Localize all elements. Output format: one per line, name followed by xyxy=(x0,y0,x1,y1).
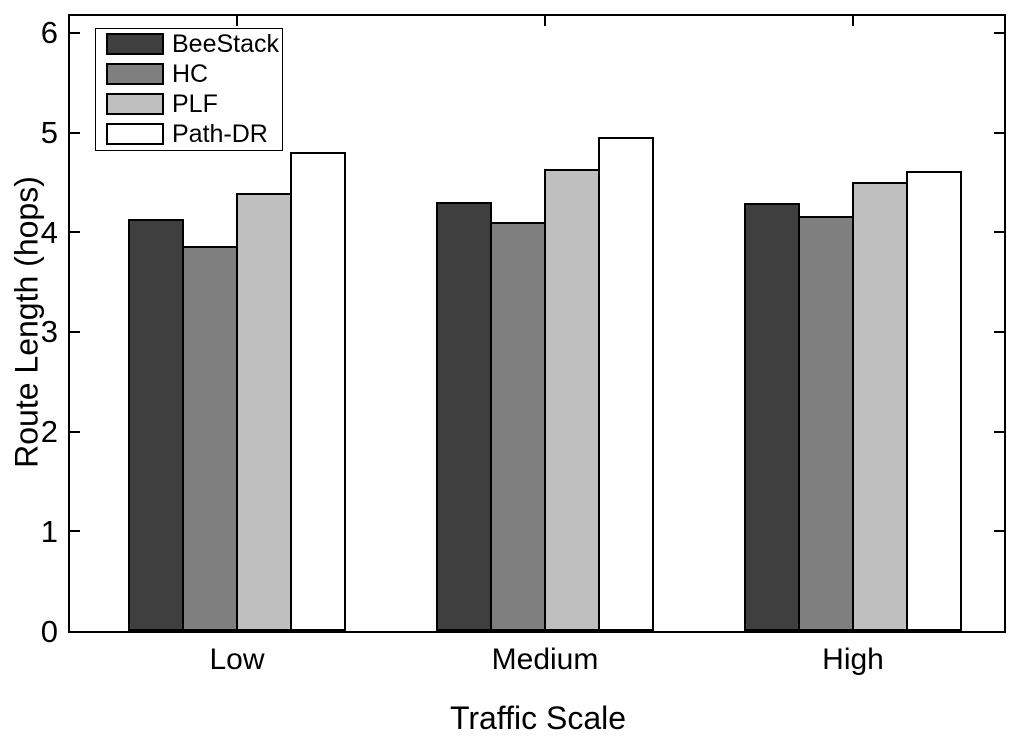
y-tick-5-left xyxy=(70,132,80,134)
legend: BeeStack HC PLF Path-DR xyxy=(95,28,283,151)
y-tick-4-left xyxy=(70,231,80,233)
legend-label-beestack: BeeStack xyxy=(172,30,280,58)
bar-plf-low xyxy=(236,193,292,631)
y-tick-1-right xyxy=(994,530,1004,532)
legend-swatch-plf xyxy=(106,93,164,115)
bar-hc-low xyxy=(182,246,238,631)
legend-row-pathdr: Path-DR xyxy=(96,120,282,148)
y-tick-1-left xyxy=(70,530,80,532)
legend-swatch-hc xyxy=(106,63,164,85)
x-tick-label-medium: Medium xyxy=(491,643,599,676)
y-tick-5-right xyxy=(994,132,1004,134)
bar-hc-high xyxy=(798,216,854,631)
x-tick-high-top xyxy=(852,16,854,26)
legend-swatch-beestack xyxy=(106,33,164,55)
bar-beestack-high xyxy=(744,203,800,631)
y-tick-label-3: 3 xyxy=(40,314,58,349)
y-tick-2-left xyxy=(70,431,80,433)
bar-plf-medium xyxy=(544,169,600,631)
y-tick-4-right xyxy=(994,231,1004,233)
y-axis-title: Route Length (hops) xyxy=(8,176,45,468)
bar-hc-medium xyxy=(490,222,546,631)
bar-pathdr-low xyxy=(290,152,346,631)
y-tick-3-left xyxy=(70,331,80,333)
legend-row-hc: HC xyxy=(96,60,282,88)
bar-beestack-medium xyxy=(436,202,492,631)
legend-row-beestack: BeeStack xyxy=(96,30,282,58)
y-tick-2-right xyxy=(994,431,1004,433)
x-tick-label-low: Low xyxy=(209,643,265,676)
bar-plf-high xyxy=(852,182,908,631)
legend-row-plf: PLF xyxy=(96,90,282,118)
legend-label-hc: HC xyxy=(172,60,209,88)
y-tick-6-right xyxy=(994,32,1004,34)
legend-label-plf: PLF xyxy=(172,90,218,118)
bar-pathdr-medium xyxy=(598,137,654,631)
x-tick-medium-top xyxy=(544,16,546,26)
y-tick-label-5: 5 xyxy=(40,115,58,150)
y-tick-label-2: 2 xyxy=(40,414,58,449)
legend-label-pathdr: Path-DR xyxy=(172,120,268,148)
y-tick-6-left xyxy=(70,32,80,34)
y-tick-3-right xyxy=(994,331,1004,333)
y-tick-label-6: 6 xyxy=(40,15,58,50)
x-tick-low-top xyxy=(236,16,238,26)
y-tick-label-0: 0 xyxy=(40,614,58,649)
x-tick-label-high: High xyxy=(822,643,884,676)
bar-beestack-low xyxy=(128,219,184,631)
y-tick-label-1: 1 xyxy=(40,514,58,549)
x-axis-title: Traffic Scale xyxy=(449,700,627,736)
plot-area xyxy=(68,14,1006,633)
legend-swatch-pathdr xyxy=(106,123,164,145)
y-tick-label-4: 4 xyxy=(40,215,58,250)
bar-pathdr-high xyxy=(906,171,962,631)
